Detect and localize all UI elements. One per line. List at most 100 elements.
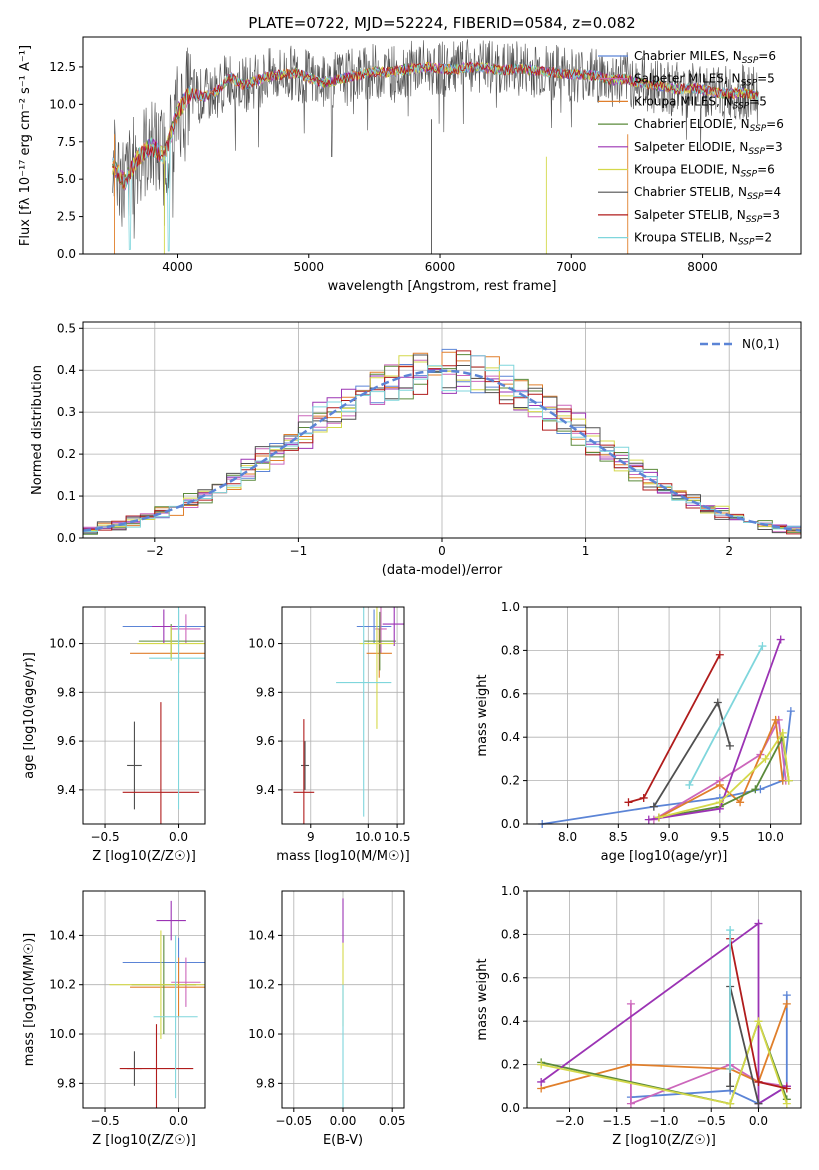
x-tick-label: −2.0 xyxy=(555,1114,584,1128)
y-tick-label: 0.2 xyxy=(57,447,76,461)
x-tick-label: −0.05 xyxy=(275,1114,312,1128)
x-tick-label: 0 xyxy=(438,544,446,558)
y-tick-label: 0.0 xyxy=(57,247,76,261)
figure-title: PLATE=0722, MJD=52224, FIBERID=0584, z=0… xyxy=(248,14,635,32)
weight-marker xyxy=(537,1077,546,1086)
x-axis-label: E(B-V) xyxy=(323,1133,363,1148)
weight-marker xyxy=(626,1060,635,1069)
x-tick-label: 4000 xyxy=(162,260,193,274)
weight-marker xyxy=(726,1064,735,1073)
weight-marker xyxy=(726,1082,735,1091)
legend-entry: Chabrier MILES, NSSP=6 xyxy=(634,49,776,66)
legend-entry: Kroupa MILES, NSSP=5 xyxy=(634,94,767,111)
x-tick-label: −1.5 xyxy=(602,1114,631,1128)
y-tick-label: 0.4 xyxy=(57,363,76,377)
x-tick-label: 10.5 xyxy=(384,830,411,844)
plot-frame xyxy=(82,890,206,1109)
x-tick-label: 9 xyxy=(307,830,315,844)
x-tick-label: 8.5 xyxy=(609,830,628,844)
weight-marker xyxy=(626,1099,635,1108)
y-tick-label: 0.8 xyxy=(501,927,520,941)
weight-marker xyxy=(776,635,785,644)
legend-entry: N(0,1) xyxy=(742,337,779,351)
weight-marker xyxy=(782,991,791,1000)
plot-frame xyxy=(82,36,802,255)
weight-marker xyxy=(624,798,633,807)
x-tick-label: 9.0 xyxy=(660,830,679,844)
x-tick-label: 0.0 xyxy=(749,1114,768,1128)
x-tick-label: 2 xyxy=(725,544,733,558)
weight-series-4 xyxy=(540,921,788,1106)
x-tick-label: −0.5 xyxy=(697,1114,726,1128)
weight-marker xyxy=(754,1099,763,1108)
weight-series-5 xyxy=(541,1018,788,1105)
x-tick-label: 8000 xyxy=(687,260,718,274)
weight-lines xyxy=(537,919,791,1108)
weight-marker xyxy=(778,728,787,737)
y-tick-label: 10.0 xyxy=(49,97,76,111)
x-tick-label: 1 xyxy=(582,544,590,558)
plot-frame xyxy=(281,606,405,825)
x-tick-label: 7000 xyxy=(556,260,587,274)
weight-series-7 xyxy=(628,654,721,804)
y-tick-label: 0.5 xyxy=(57,321,76,335)
y-tick-label: 10.2 xyxy=(248,978,275,992)
x-tick-label: 8.0 xyxy=(558,830,577,844)
x-tick-label: 0.05 xyxy=(379,1114,406,1128)
weight-marker xyxy=(715,798,724,807)
y-tick-label: 7.5 xyxy=(57,135,76,149)
x-axis-label: Z [log10(Z/Z☉)] xyxy=(612,1133,716,1148)
weight-marker xyxy=(537,1060,546,1069)
y-tick-label: 0.2 xyxy=(501,1058,520,1072)
weight-marker xyxy=(654,813,663,822)
x-axis-label: wavelength [Angstrom, rest frame] xyxy=(328,279,557,294)
x-axis-label: Z [log10(Z/Z☉)] xyxy=(92,1133,196,1148)
y-tick-label: 10.0 xyxy=(49,637,76,651)
weight-marker xyxy=(644,815,653,824)
y-tick-label: 9.8 xyxy=(256,685,275,699)
y-tick-label: 0.4 xyxy=(501,730,520,744)
weight-marker xyxy=(782,1099,791,1108)
y-tick-label: 0.0 xyxy=(501,817,520,831)
y-tick-label: 10.0 xyxy=(248,1027,275,1041)
weight-marker xyxy=(784,776,793,785)
y-tick-label: 12.5 xyxy=(49,60,76,74)
weight-marker xyxy=(639,793,648,802)
weight-marker xyxy=(751,785,760,794)
x-axis-label: (data-model)/error xyxy=(382,563,503,578)
legend-entry: Salpeter MILES, NSSP=5 xyxy=(634,72,775,89)
x-tick-label: −1.0 xyxy=(649,1114,678,1128)
y-tick-label: 0.0 xyxy=(501,1101,520,1115)
weight-marker xyxy=(713,698,722,707)
x-tick-label: 6000 xyxy=(425,260,456,274)
y-axis-label: mass weight xyxy=(475,958,490,1040)
axes-5 xyxy=(83,891,205,1108)
spectra xyxy=(112,39,760,254)
y-tick-label: 0.3 xyxy=(57,405,76,419)
y-tick-label: 10.0 xyxy=(49,1027,76,1041)
y-axis-label: age [log10(age/yr)] xyxy=(22,652,37,779)
weight-series-0 xyxy=(542,711,792,825)
errorbars xyxy=(122,607,205,824)
y-tick-label: 5.0 xyxy=(57,172,76,186)
weight-series-8 xyxy=(688,645,764,786)
plot-frame xyxy=(82,606,206,825)
weight-marker xyxy=(754,919,763,928)
weight-marker xyxy=(782,999,791,1008)
y-tick-label: 2.5 xyxy=(57,210,76,224)
x-tick-label: −0.5 xyxy=(90,830,119,844)
weight-marker xyxy=(726,1099,735,1108)
spectrum-series-7 xyxy=(112,61,759,189)
legend-entry: Kroupa STELIB, NSSP=2 xyxy=(634,231,772,248)
plot-frame xyxy=(526,606,802,825)
axes-3 xyxy=(282,607,404,824)
weight-marker xyxy=(715,650,724,659)
legend-entry: Chabrier ELODIE, NSSP=6 xyxy=(634,117,784,134)
axes-4 xyxy=(527,606,801,825)
weight-marker xyxy=(754,1017,763,1026)
y-tick-label: 10.4 xyxy=(49,928,76,942)
y-tick-label: 0.6 xyxy=(501,687,520,701)
errorbars xyxy=(293,607,404,824)
y-tick-label: 9.8 xyxy=(256,1076,275,1090)
